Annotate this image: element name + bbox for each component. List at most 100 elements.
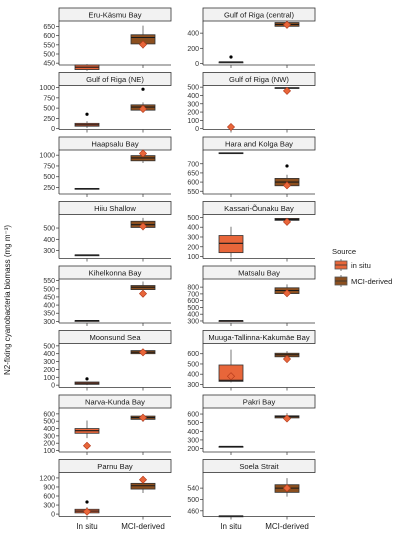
- panel-title: Gulf of Riga (NW): [229, 75, 289, 84]
- y-tick-label: 500: [43, 343, 55, 350]
- x-tick-in-situ-right: In situ: [220, 522, 241, 531]
- panel-title: Gulf of Riga (NE): [86, 75, 144, 84]
- y-tick-label: 350: [43, 311, 55, 318]
- panel-strip: [58, 72, 172, 86]
- outlier-point: [141, 87, 145, 91]
- panel-strip: [58, 330, 172, 344]
- x-axis-labels: In situ MCI-derived In situ MCI-derived: [76, 522, 308, 531]
- y-tick-label: 200: [187, 446, 199, 453]
- panel-strip: [202, 72, 316, 86]
- y-tick-label: 0: [195, 126, 199, 133]
- panel-strip: [58, 7, 172, 22]
- y-tick-label: 0: [51, 383, 55, 390]
- y-tick-label: 200: [187, 244, 199, 251]
- mean-marker-mci: [138, 104, 148, 113]
- y-tick-label: 300: [187, 234, 199, 241]
- mean-marker-mci: [282, 86, 292, 95]
- y-tick-label: 300: [187, 437, 199, 444]
- mean-marker-mci: [282, 484, 292, 493]
- y-tick-label: 600: [43, 33, 55, 40]
- panel-title: Hiiu Shallow: [94, 204, 136, 213]
- y-tick-label: 500: [43, 174, 55, 181]
- y-tick-label: 900: [43, 484, 55, 491]
- y-tick-label: 1000: [39, 85, 55, 92]
- y-tick-label: 400: [187, 312, 199, 319]
- y-tick-label: 1000: [39, 153, 55, 160]
- mean-marker-in-situ: [226, 372, 236, 381]
- y-tick-label: 300: [43, 319, 55, 326]
- mean-marker-mci: [138, 475, 148, 484]
- y-tick-label: 200: [43, 367, 55, 374]
- y-tick-label: 400: [187, 93, 199, 100]
- y-tick-label: 400: [187, 225, 199, 232]
- y-tick-label: 600: [43, 411, 55, 418]
- y-tick-label: 450: [43, 294, 55, 301]
- y-tick-label: 0: [51, 512, 55, 519]
- panel-hara-and-kolga-bay: Hara and Kolga Bay 550 600 650 700: [187, 136, 316, 197]
- y-tick-label: 300: [43, 248, 55, 255]
- y-tick-label: 500: [43, 106, 55, 113]
- y-tick-label: 400: [43, 351, 55, 358]
- y-tick-label: 1200: [39, 475, 55, 482]
- x-tick-mci-left: MCI-derived: [121, 522, 165, 531]
- y-tick-label: 300: [43, 503, 55, 510]
- y-tick-label: 250: [43, 185, 55, 192]
- mean-marker-mci: [138, 40, 148, 49]
- y-tick-label: 400: [43, 303, 55, 310]
- y-tick-label: 600: [187, 412, 199, 419]
- y-tick-label: 550: [187, 189, 199, 196]
- y-tick-label: 400: [187, 31, 199, 38]
- y-tick-label: 600: [187, 351, 199, 358]
- panel-strip: [202, 136, 316, 151]
- panel-title: Kassari-Õunaku Bay: [224, 204, 294, 213]
- mean-marker-mci: [138, 348, 148, 357]
- y-tick-label: 100: [187, 254, 199, 261]
- outlier-point: [285, 164, 289, 168]
- y-tick-label: 300: [43, 359, 55, 366]
- panel-title: Narva-Kunda Bay: [85, 398, 145, 407]
- y-tick-label: 450: [43, 61, 55, 68]
- y-tick-label: 500: [43, 226, 55, 233]
- y-tick-label: 500: [187, 305, 199, 312]
- panel-title: Pakri Bay: [243, 398, 276, 407]
- y-tick-label: 460: [187, 508, 199, 515]
- mean-marker-mci: [282, 355, 292, 364]
- y-tick-label: 200: [187, 110, 199, 117]
- y-tick-label: 600: [43, 494, 55, 501]
- y-tick-label: 540: [187, 486, 199, 493]
- legend-label-in-situ: in situ: [351, 261, 371, 270]
- panel-strip: [202, 394, 316, 409]
- y-tick-label: 200: [43, 441, 55, 448]
- legend: Source in situ MCI-derived: [332, 247, 392, 287]
- y-tick-label: 400: [43, 237, 55, 244]
- panel-strip: [58, 265, 172, 280]
- panel-strip: [202, 459, 316, 473]
- y-tick-label: 400: [43, 426, 55, 433]
- y-tick-label: 550: [43, 42, 55, 49]
- y-tick-label: 300: [187, 382, 199, 389]
- panel-strip: [202, 7, 316, 22]
- y-tick-label: 100: [187, 118, 199, 125]
- panel-haapsalu-bay: Haapsalu Bay 250 500 750 1000: [39, 136, 172, 197]
- panel-title: Eru-Käsmu Bay: [88, 11, 141, 20]
- outlier-point: [229, 55, 233, 59]
- mean-marker-mci: [282, 289, 292, 298]
- y-tick-label: 650: [187, 170, 199, 177]
- panel-strip: [58, 394, 172, 409]
- y-tick-label: 500: [187, 420, 199, 427]
- y-tick-label: 500: [43, 419, 55, 426]
- mean-marker-mci: [282, 414, 292, 423]
- y-tick-label: 550: [43, 278, 55, 285]
- panel-muuga-tallinna-kakumae-bay: Muuga-Tallinna-Kakumäe Bay 300 400 500 600: [187, 330, 316, 391]
- mean-marker-in-situ: [82, 441, 92, 450]
- panel-title: Moonsund Sea: [89, 333, 141, 342]
- y-tick-label: 500: [43, 286, 55, 293]
- y-tick-label: 600: [187, 180, 199, 187]
- y-tick-label: 200: [187, 46, 199, 53]
